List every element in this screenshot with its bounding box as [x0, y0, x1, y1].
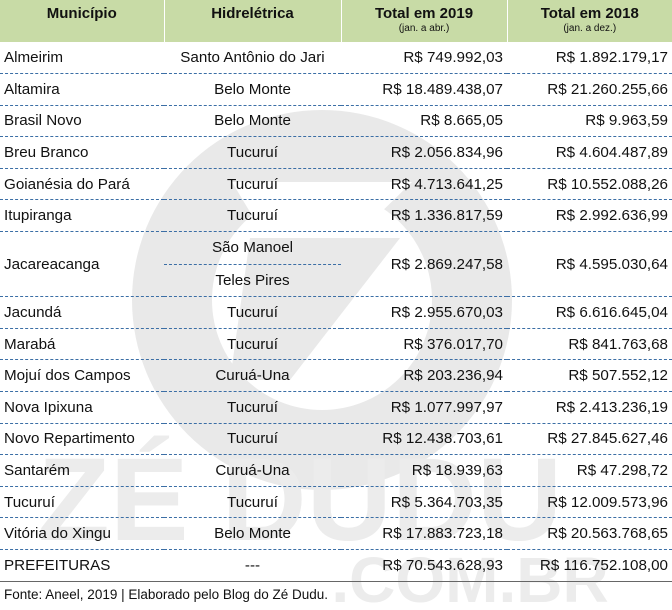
- cell-total-2019: R$ 1.077.997,97: [341, 391, 507, 424]
- cell-total-2019: R$ 12.438.703,61: [341, 423, 507, 456]
- cell-total-2018: R$ 1.892.179,17: [507, 42, 672, 75]
- table-row: Vitória do Xingu Belo Monte R$ 17.883.723,…: [0, 517, 672, 550]
- cell-hidreletrica: Belo Monte: [164, 517, 341, 550]
- cell-total-2018: R$ 12.009.573,96: [507, 486, 672, 519]
- table-row: Mojuí dos Campos Curuá-Una R$ 203.236,94 R$…: [0, 359, 672, 393]
- cell-total-2019: R$ 749.992,03: [341, 42, 507, 75]
- cell-total-2018: R$ 116.752.108,00: [507, 549, 672, 582]
- cell-total-2018: R$ 6.616.645,04: [507, 296, 672, 329]
- header-hidreletrica: Hidrelétrica: [163, 0, 341, 22]
- cell-hidreletrica-line-1: São Manoel: [164, 232, 341, 265]
- cell-total-2019: R$ 2.056.834,96: [341, 136, 507, 169]
- cell-total-2018: R$ 10.552.088,26: [507, 168, 672, 201]
- table-row: Almeirim Santo Antônio do Jari R$ 749.992,…: [0, 42, 672, 75]
- table-row: Jacundá Tucuruí R$ 2.955.670,03 R$ 6.616.64…: [0, 296, 672, 329]
- cell-total-2019: R$ 18.489.438,07: [341, 73, 507, 106]
- cell-municipio: PREFEITURAS: [0, 549, 164, 582]
- header-total-2019-sub: (jan. a abr.): [340, 22, 507, 42]
- cell-total-2018: R$ 2.992.636,99: [507, 199, 672, 233]
- header-total-2018-sub: (jan. a dez.): [506, 22, 672, 42]
- cell-municipio: Altamira: [0, 73, 164, 106]
- header-total-2018: Total em 2018: [506, 0, 672, 22]
- cell-municipio: Mojuí dos Campos: [0, 359, 164, 393]
- cell-hidreletrica: Tucuruí: [164, 423, 341, 456]
- table-row: Breu Branco Tucuruí R$ 2.056.834,96 R$ 4.60…: [0, 136, 672, 169]
- cell-hidreletrica: Tucuruí: [164, 168, 341, 201]
- cell-total-2018: R$ 21.260.255,66: [507, 73, 672, 106]
- table-row: Tucuruí Tucuruí R$ 5.364.703,35 R$ 12.009.5…: [0, 486, 672, 519]
- cell-municipio: Novo Repartimento: [0, 423, 164, 456]
- header-municipio: Município: [0, 0, 164, 22]
- cell-hidreletrica: Tucuruí: [164, 296, 341, 329]
- cell-total-2018: R$ 20.563.768,65: [507, 517, 672, 550]
- cell-total-2018: R$ 4.604.487,89: [507, 136, 672, 169]
- cell-total-2018: R$ 841.763,68: [507, 328, 672, 361]
- cell-total-2019: R$ 5.364.703,35: [341, 486, 507, 519]
- cell-hidreletrica-line-2: Teles Pires: [215, 271, 290, 289]
- cell-total-2019: R$ 2.869.247,58: [341, 231, 507, 298]
- cell-municipio: Itupiranga: [0, 199, 164, 233]
- cell-total-2019: R$ 70.543.628,93: [341, 549, 507, 582]
- cell-total-2019: R$ 17.883.723,18: [341, 517, 507, 550]
- cell-municipio: Jacundá: [0, 296, 164, 329]
- cell-hidreletrica: Curuá-Una: [164, 359, 341, 393]
- table-row: PREFEITURAS --- R$ 70.543.628,93 R$ 116.752…: [0, 549, 672, 582]
- table-row: Novo Repartimento Tucuruí R$ 12.438.703,61…: [0, 423, 672, 456]
- cell-hidreletrica: Santo Antônio do Jari: [164, 42, 341, 75]
- table-row: Santarém Curuá-Una R$ 18.939,63 R$ 47.298,7…: [0, 454, 672, 487]
- cell-municipio: Santarém: [0, 454, 164, 487]
- cell-total-2018: R$ 507.552,12: [507, 359, 672, 393]
- cell-municipio: Jacareacanga: [0, 231, 164, 298]
- table-body: Almeirim Santo Antônio do Jari R$ 749.992,…: [0, 42, 672, 582]
- cell-municipio: Breu Branco: [0, 136, 164, 169]
- cell-municipio: Almeirim: [0, 42, 164, 75]
- cell-total-2019: R$ 203.236,94: [341, 359, 507, 393]
- table-row: Brasil Novo Belo Monte R$ 8.665,05 R$ 9.963…: [0, 105, 672, 138]
- table-row: Itupiranga Tucuruí R$ 1.336.817,59 R$ 2.992…: [0, 199, 672, 233]
- cell-total-2018: R$ 47.298,72: [507, 454, 672, 487]
- cell-hidreletrica: ---: [164, 549, 341, 582]
- table-row: Goianésia do Pará Tucuruí R$ 4.713.641,25 R…: [0, 168, 672, 201]
- cell-hidreletrica: São Manoel Teles Pires: [164, 231, 341, 298]
- royalties-table: Município Hidrelétrica Total em 2019 Tot…: [0, 0, 672, 582]
- cell-hidreletrica: Tucuruí: [164, 136, 341, 169]
- cell-hidreletrica: Belo Monte: [164, 73, 341, 106]
- cell-municipio: Marabá: [0, 328, 164, 361]
- table-row: Altamira Belo Monte R$ 18.489.438,07 R$ 21.…: [0, 73, 672, 106]
- cell-hidreletrica: Tucuruí: [164, 199, 341, 233]
- header-municipio-sub: [0, 22, 164, 42]
- cell-hidreletrica: Tucuruí: [164, 391, 341, 424]
- cell-total-2019: R$ 18.939,63: [341, 454, 507, 487]
- table-row: Nova Ipixuna Tucuruí R$ 1.077.997,97 R$ 2.4…: [0, 391, 672, 424]
- cell-municipio: Brasil Novo: [0, 105, 164, 138]
- cell-total-2019: R$ 2.955.670,03: [341, 296, 507, 329]
- cell-total-2019: R$ 8.665,05: [341, 105, 507, 138]
- table-row: Marabá Tucuruí R$ 376.017,70 R$ 841.763,68: [0, 328, 672, 361]
- cell-total-2019: R$ 4.713.641,25: [341, 168, 507, 201]
- cell-total-2019: R$ 376.017,70: [341, 328, 507, 361]
- cell-total-2018: R$ 27.845.627,46: [507, 423, 672, 456]
- cell-total-2018: R$ 4.595.030,64: [507, 231, 672, 298]
- cell-municipio: Goianésia do Pará: [0, 168, 164, 201]
- cell-total-2018: R$ 2.413.236,19: [507, 391, 672, 424]
- header-total-2019: Total em 2019: [340, 0, 507, 22]
- cell-hidreletrica: Curuá-Una: [164, 454, 341, 487]
- cell-municipio: Tucuruí: [0, 486, 164, 519]
- cell-hidreletrica: Tucuruí: [164, 486, 341, 519]
- cell-hidreletrica: Belo Monte: [164, 105, 341, 138]
- cell-total-2018: R$ 9.963,59: [507, 105, 672, 138]
- cell-hidreletrica: Tucuruí: [164, 328, 341, 361]
- cell-municipio: Vitória do Xingu: [0, 517, 164, 550]
- source-note: Fonte: Aneel, 2019 | Elaborado pelo Blog…: [4, 587, 328, 602]
- cell-total-2019: R$ 1.336.817,59: [341, 199, 507, 233]
- cell-municipio: Nova Ipixuna: [0, 391, 164, 424]
- table-row: Jacareacanga São Manoel Teles Pires R$ 2.86…: [0, 231, 672, 298]
- table-header: Município Hidrelétrica Total em 2019 Tot…: [0, 0, 672, 42]
- header-hidreletrica-sub: [163, 22, 341, 42]
